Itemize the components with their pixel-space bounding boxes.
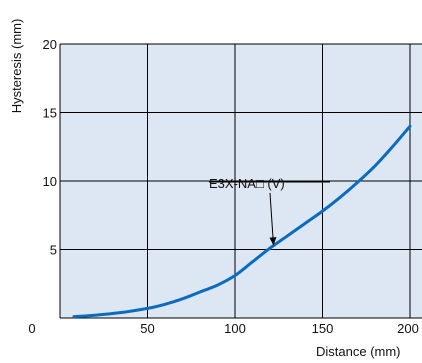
- x-tick-label-150: 150: [312, 321, 334, 336]
- annotation: E3X-NA□ (V): [209, 176, 330, 246]
- annotation-arrow-line: [269, 192, 274, 246]
- y-tick-labels: 5 10 15 20: [43, 37, 57, 258]
- x-tick-label-100: 100: [224, 321, 246, 336]
- annotation-label: E3X-NA□ (V): [209, 176, 285, 191]
- x-tick-labels: 50 100 150 200: [140, 321, 419, 336]
- origin-tick-label: 0: [28, 321, 35, 336]
- grid-lines: [59, 43, 422, 319]
- x-axis-title: Distance (mm): [316, 344, 401, 359]
- y-tick-label-20: 20: [43, 37, 57, 52]
- x-tick-label-200: 200: [397, 321, 419, 336]
- annotation-arrow-head: [269, 237, 277, 246]
- y-tick-label-15: 15: [43, 106, 57, 121]
- x-tick-label-50: 50: [140, 321, 154, 336]
- y-tick-label-5: 5: [50, 243, 57, 258]
- y-axis-title: Hysteresis (mm): [9, 19, 24, 114]
- y-tick-label-10: 10: [43, 174, 57, 189]
- series-line: [72, 124, 412, 319]
